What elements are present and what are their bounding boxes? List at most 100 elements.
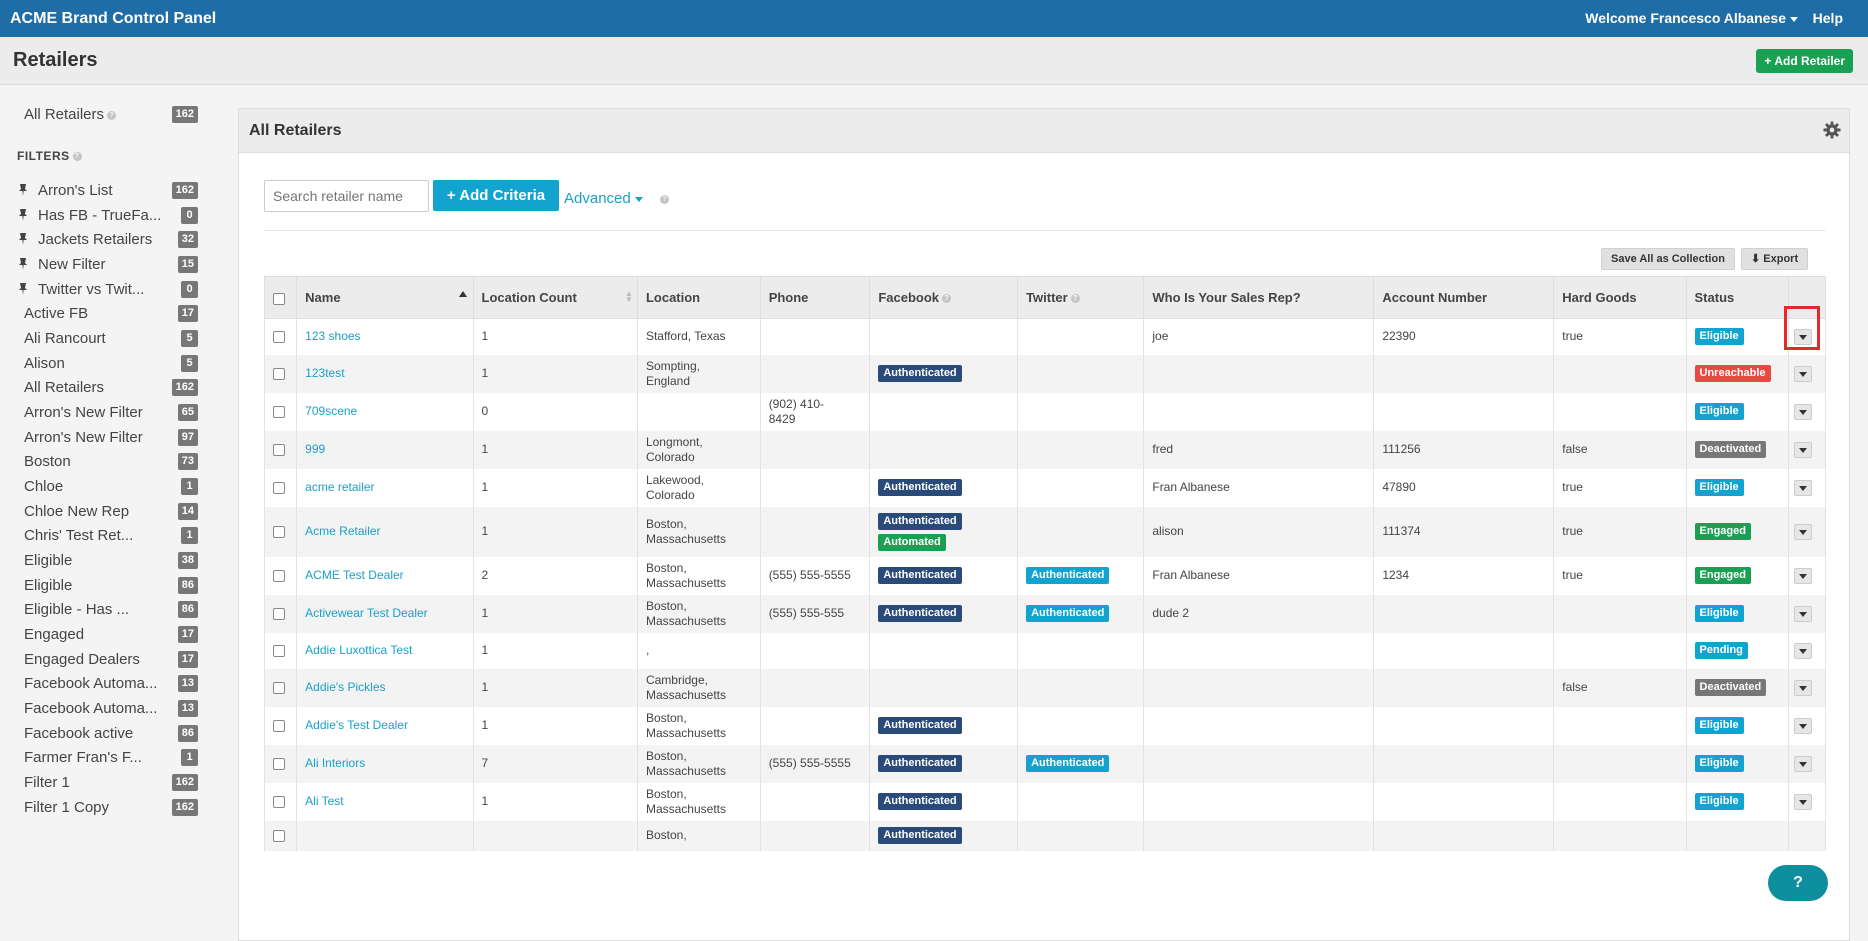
- retailer-name-link[interactable]: Addie's Test Dealer: [305, 718, 408, 732]
- row-checkbox[interactable]: [273, 443, 285, 456]
- sort-ascending-icon: [458, 291, 467, 297]
- sidebar-filter-item[interactable]: Alison 5: [24, 353, 198, 375]
- retailer-name-link[interactable]: 123 shoes: [305, 329, 361, 344]
- retailer-name-link[interactable]: Acme Retailer: [305, 524, 381, 538]
- retailer-name-link[interactable]: 999: [305, 442, 326, 456]
- sidebar-filter-item[interactable]: Twitter vs Twit... 0: [19, 279, 198, 301]
- column-header-location-count[interactable]: Location Count ▲ ▼: [472, 276, 638, 319]
- sidebar-filter-item[interactable]: Filter 1 Copy 162: [24, 797, 198, 819]
- row-actions-dropdown[interactable]: [1793, 567, 1812, 584]
- row-checkbox[interactable]: [273, 367, 285, 380]
- twitter-cell: [1017, 668, 1145, 707]
- status-cell: Eligible: [1685, 468, 1789, 507]
- row-checkbox[interactable]: [273, 569, 285, 582]
- retailer-name-link[interactable]: Addie Luxottica Test: [305, 643, 413, 657]
- sidebar-item-label: Facebook Automa...: [24, 675, 158, 693]
- location-count: 7: [481, 756, 489, 770]
- sidebar-filter-item[interactable]: Jackets Retailers 32: [19, 229, 198, 251]
- sales-rep-cell: [1143, 782, 1375, 821]
- row-checkbox[interactable]: [273, 757, 285, 770]
- gear-icon[interactable]: [1823, 121, 1841, 139]
- row-actions-dropdown[interactable]: [1793, 755, 1812, 772]
- sidebar-filter-item[interactable]: Ali Rancourt 5: [24, 328, 198, 350]
- twitter-badge: Authenticated: [1026, 567, 1110, 584]
- row-checkbox[interactable]: [273, 719, 285, 732]
- sidebar-filter-item[interactable]: Chloe New Rep 14: [24, 501, 198, 523]
- row-actions-dropdown[interactable]: [1793, 642, 1812, 659]
- twitter-badges: Authenticated: [1026, 567, 1135, 584]
- advanced-dropdown[interactable]: Advanced: [564, 190, 643, 207]
- status-badge: Deactivated: [1694, 441, 1767, 458]
- sidebar-filter-item[interactable]: Eligible 38: [24, 550, 198, 572]
- retailer-name-link[interactable]: 123test: [305, 366, 345, 380]
- sidebar-filter-item[interactable]: Facebook Automa... 13: [24, 673, 198, 695]
- row-actions-dropdown[interactable]: [1793, 605, 1812, 622]
- row-actions-dropdown[interactable]: [1793, 479, 1812, 496]
- sidebar-filter-item[interactable]: Chris' Test Ret... 1: [24, 525, 198, 547]
- row-actions-dropdown[interactable]: [1793, 679, 1812, 696]
- sidebar-filter-item[interactable]: Farmer Fran's F... 1: [24, 747, 198, 769]
- row-checkbox[interactable]: [273, 607, 285, 620]
- column-header-facebook: Facebook?: [869, 276, 1019, 319]
- sidebar-filter-item[interactable]: Arron's New Filter 97: [24, 427, 198, 449]
- column-header-name[interactable]: Name: [296, 276, 474, 319]
- row-actions-dropdown[interactable]: [1793, 523, 1812, 540]
- row-actions-dropdown[interactable]: [1793, 793, 1812, 810]
- sidebar-filter-item[interactable]: Active FB 17: [24, 303, 198, 325]
- sidebar-filter-item[interactable]: Arron's List 162: [19, 180, 198, 202]
- retailer-name-link[interactable]: Ali Test: [305, 794, 344, 808]
- add-retailer-button[interactable]: + Add Retailer: [1756, 49, 1853, 73]
- add-criteria-button[interactable]: + Add Criteria: [433, 180, 559, 211]
- sidebar-filter-item[interactable]: Boston 73: [24, 451, 198, 473]
- sidebar-filter-item[interactable]: Eligible 86: [24, 575, 198, 597]
- help-chat-button[interactable]: ?: [1768, 865, 1828, 901]
- row-checkbox[interactable]: [273, 644, 285, 657]
- row-actions-dropdown[interactable]: [1793, 441, 1812, 458]
- retailers-table: Name Location Count ▲ ▼ Location Phone Fac…: [263, 276, 1827, 851]
- row-actions-dropdown[interactable]: [1793, 403, 1812, 420]
- retailer-name-link[interactable]: acme retailer: [305, 480, 375, 494]
- export-button[interactable]: ⬇ Export: [1741, 248, 1809, 270]
- sidebar-filter-item[interactable]: Engaged 17: [24, 624, 198, 646]
- row-actions-dropdown[interactable]: [1793, 365, 1812, 382]
- select-all-cell: [263, 276, 298, 319]
- sidebar-filter-item[interactable]: Facebook active 86: [24, 723, 198, 745]
- row-checkbox[interactable]: [273, 681, 285, 694]
- sidebar-item-all-retailers[interactable]: All Retailers? 162: [24, 104, 198, 126]
- sidebar-filter-item[interactable]: Has FB - TrueFa... 0: [19, 205, 198, 227]
- retailer-name-link[interactable]: ACME Test Dealer: [305, 568, 404, 582]
- sidebar-filter-item[interactable]: Facebook Automa... 13: [24, 698, 198, 720]
- retailer-name-link[interactable]: Activewear Test Dealer: [305, 606, 428, 620]
- retailer-name-link[interactable]: Ali Interiors: [305, 756, 366, 770]
- user-menu[interactable]: Welcome Francesco Albanese: [1585, 10, 1798, 26]
- select-all-checkbox[interactable]: [273, 292, 285, 305]
- sidebar-filter-item[interactable]: Engaged Dealers 17: [24, 649, 198, 671]
- facebook-cell: Authenticated: [869, 706, 1019, 745]
- row-checkbox[interactable]: [273, 795, 285, 808]
- sidebar-filter-item[interactable]: New Filter 15: [19, 254, 198, 276]
- pin-icon: [19, 282, 27, 295]
- row-actions-dropdown[interactable]: [1793, 717, 1812, 734]
- sidebar-filter-item[interactable]: Chloe 1: [24, 476, 198, 498]
- row-checkbox[interactable]: [273, 829, 285, 842]
- sidebar-filter-item[interactable]: Arron's New Filter 65: [24, 402, 198, 424]
- help-link[interactable]: Help: [1812, 10, 1843, 26]
- row-checkbox[interactable]: [273, 481, 285, 494]
- location-cell: [636, 392, 761, 431]
- retailer-name-link[interactable]: 709scene: [305, 404, 358, 418]
- sidebar-filter-item[interactable]: Eligible - Has ... 86: [24, 599, 198, 621]
- row-actions-dropdown[interactable]: [1793, 328, 1812, 345]
- count-badge: 162: [171, 798, 198, 816]
- row-checkbox[interactable]: [273, 405, 285, 418]
- location-line: Lakewood,: [645, 472, 704, 487]
- row-checkbox[interactable]: [273, 525, 285, 538]
- save-all-as-collection-button[interactable]: Save All as Collection: [1601, 248, 1735, 270]
- app-brand[interactable]: ACME Brand Control Panel: [10, 10, 217, 27]
- search-input[interactable]: [264, 180, 429, 212]
- retailer-name-link[interactable]: Addie's Pickles: [305, 680, 386, 694]
- row-checkbox[interactable]: [273, 331, 285, 344]
- name-cell: Acme Retailer: [296, 506, 474, 557]
- sidebar-filter-item[interactable]: Filter 1 162: [24, 772, 198, 794]
- sidebar-filter-item[interactable]: All Retailers 162: [24, 377, 198, 399]
- status-cell: Eligible: [1685, 318, 1789, 355]
